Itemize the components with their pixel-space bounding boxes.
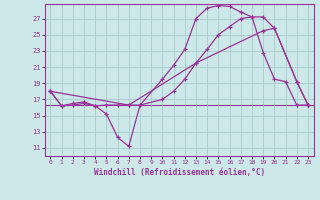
X-axis label: Windchill (Refroidissement éolien,°C): Windchill (Refroidissement éolien,°C): [94, 168, 265, 177]
